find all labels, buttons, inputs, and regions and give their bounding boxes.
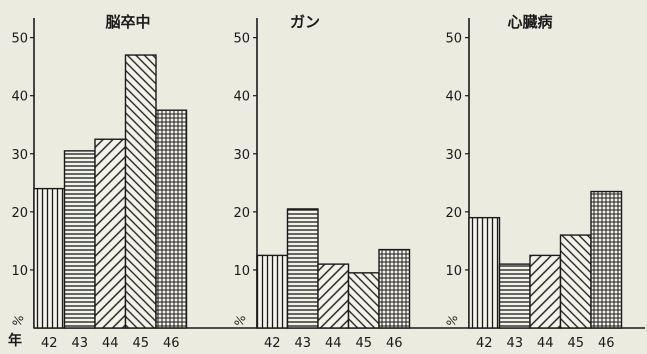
y-tick-label: 30 [11,148,28,163]
year-label: 年 [8,332,22,349]
bar [468,216,501,329]
y-tick-label: 40 [445,90,462,105]
x-tick-label: 42 [41,336,58,351]
x-tick-label: 42 [476,336,493,351]
bar [559,234,592,329]
bar-series [33,54,188,329]
x-tick-label: 44 [325,336,342,351]
x-tick-label: 42 [264,336,281,351]
y-tick-label: 10 [233,264,250,279]
bar-series [468,190,623,329]
y-tick-label: 50 [445,32,462,47]
y-unit-label: % [10,313,27,329]
x-tick-label: 45 [567,336,584,351]
x-tick-label: 46 [163,336,180,351]
y-tick-label: 10 [445,264,462,279]
y-tick-label: 20 [233,206,250,221]
bar [286,208,319,329]
bar [317,263,350,329]
chart-panel-cancer: ガン 10 20 30 40 50% 42 43 44 45 46 [232,13,411,351]
bar [378,248,411,329]
bar [256,254,289,329]
bar [63,150,96,329]
x-tick-label: 43 [71,336,88,351]
x-tick-label: 43 [506,336,523,351]
bar [155,109,188,329]
y-axis: 10 20 30 40 50% [444,18,470,329]
x-tick-label: 43 [294,336,311,351]
chart-panel-stroke: 脳卒中 10 20 30 40 50% 42 43 44 45 46 年 [8,13,188,351]
y-tick-label: 50 [11,32,28,47]
x-tick-labels: 42 43 44 45 46 [476,336,615,351]
x-tick-label: 44 [537,336,554,351]
y-axis: 10 20 30 40 50% [10,18,35,329]
chart-title: 心臓病 [507,13,552,31]
chart-title: ガン [290,13,320,31]
y-tick-label: 20 [445,206,462,221]
chart-panel-heart-disease: 心臓病 10 20 30 40 50% 42 43 44 45 46 [444,13,623,351]
bar [590,190,623,329]
x-tick-label: 45 [355,336,372,351]
y-tick-label: 10 [11,264,28,279]
bar-series [256,208,411,329]
x-tick-label: 44 [102,336,119,351]
x-tick-label: 45 [132,336,149,351]
bar [124,54,157,329]
y-tick-label: 40 [11,90,28,105]
bar [529,254,562,329]
bar [498,263,531,329]
bar [33,187,66,329]
x-tick-label: 46 [386,336,403,351]
y-tick-label: 30 [445,148,462,163]
x-tick-label: 46 [598,336,615,351]
y-tick-label: 40 [233,90,250,105]
y-tick-label: 50 [233,32,250,47]
bar [94,138,127,329]
bar [347,272,380,329]
y-tick-label: 20 [11,206,28,221]
y-unit-label: % [444,313,461,329]
y-tick-label: 30 [233,148,250,163]
x-tick-labels: 42 43 44 45 46 [41,336,180,351]
x-tick-labels: 42 43 44 45 46 [264,336,403,351]
y-unit-label: % [232,313,249,329]
chart-title: 脳卒中 [105,13,150,31]
y-axis: 10 20 30 40 50% [232,18,258,329]
